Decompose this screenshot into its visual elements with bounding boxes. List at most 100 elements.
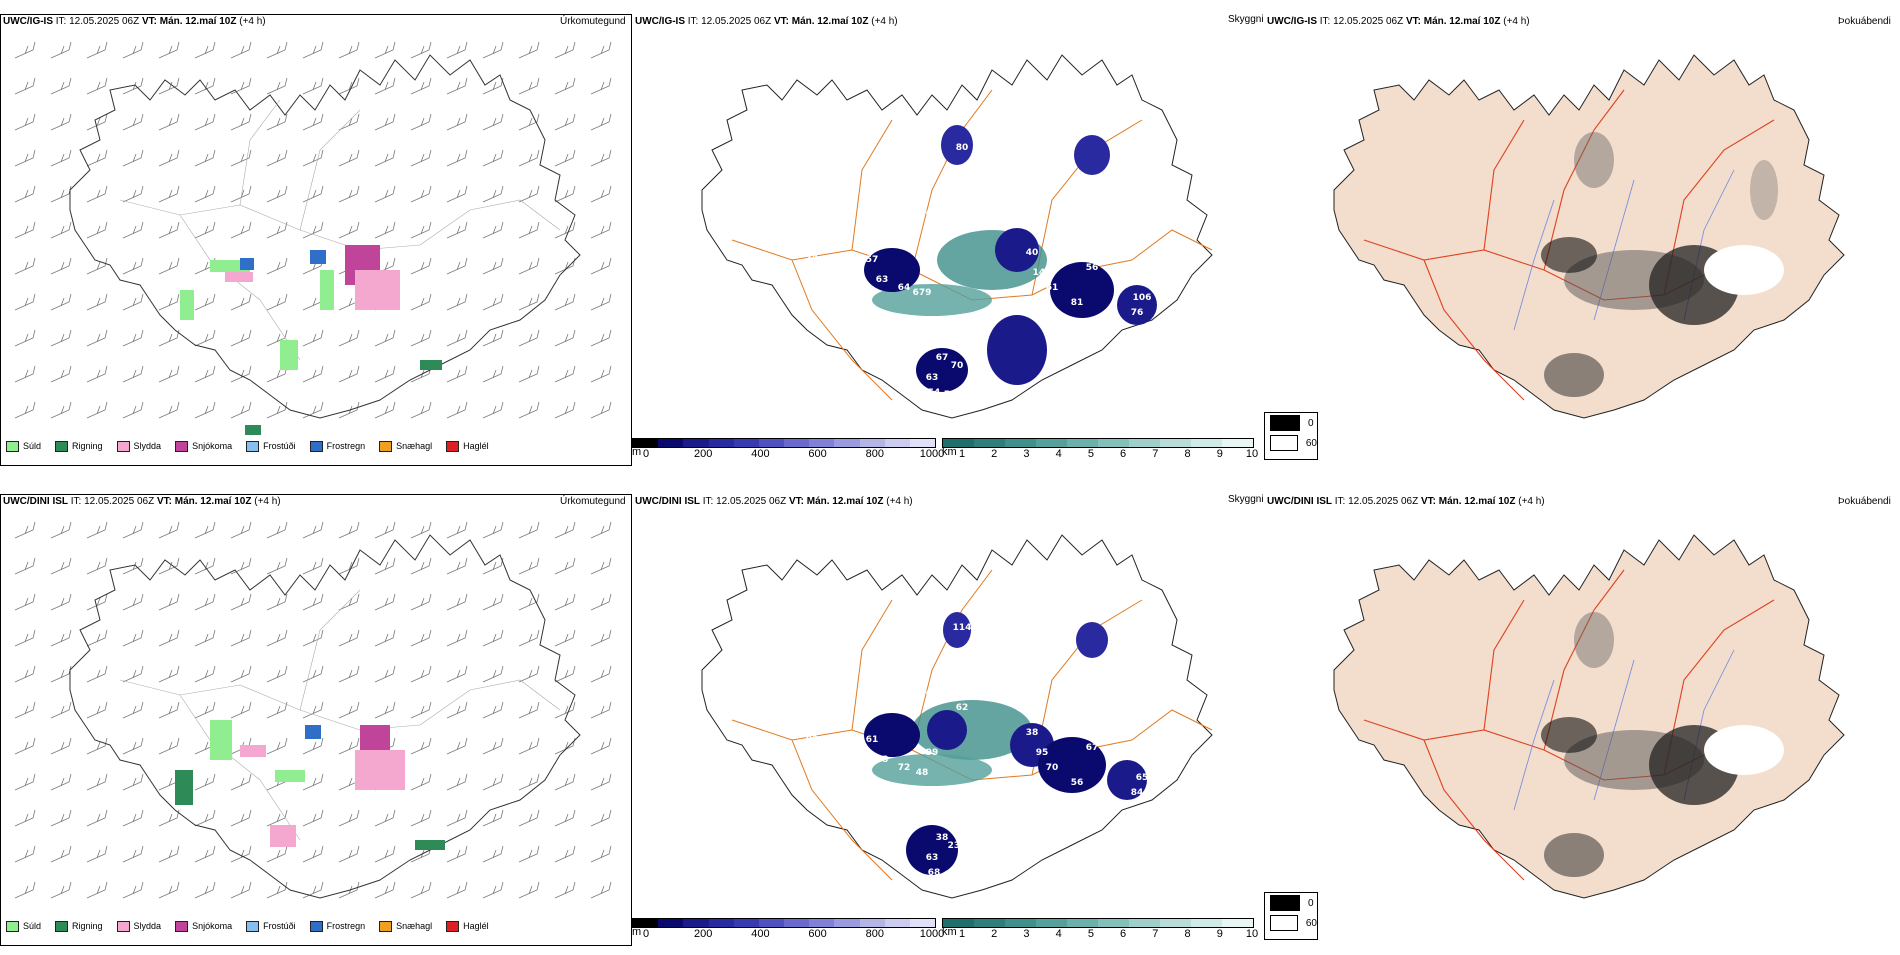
wind-barb [122,113,144,131]
valid-time: VT: Mán. 12.maí 10Z [773,16,869,27]
scale-tick-label: 200 [694,928,713,940]
precip-type-panel: UWC/DINI ISL IT: 12.05.2025 06Z VT: Mán.… [0,480,632,950]
wind-barb [338,845,360,863]
scale-tick-label: 0 [642,928,650,940]
wind-barb [50,521,72,539]
wind-barb [50,77,72,95]
wind-barb [158,557,180,575]
low-cloud-area [943,612,971,648]
iceland-outline [1333,54,1845,419]
wind-barb [446,773,468,791]
visibility-value-label: 114 [953,623,972,633]
panel-header: UWC/IG-IS IT: 12.05.2025 06Z VT: Mán. 12… [635,16,898,27]
wind-barb [230,77,252,95]
wind-barb [86,557,108,575]
scale-swatch [943,919,974,927]
wind-barb [266,557,288,575]
wind-barb [518,293,540,311]
wind-barb [194,113,216,131]
wind-barb [374,401,396,419]
wind-barb [446,809,468,827]
wind-barb [338,593,360,611]
wind-barb [590,113,612,131]
drizzle-area [180,290,194,320]
wind-barb [86,737,108,755]
wind-barb [302,737,324,755]
scale-swatch [1160,919,1191,927]
legend-swatch [246,440,260,452]
visibility-value-label: 63 [926,373,939,383]
wind-barb [518,665,540,683]
scale-swatch [1005,919,1036,927]
legend-label: Frostúði [263,441,296,451]
rain-area [245,425,261,435]
legend-swatch [175,440,189,452]
legend-item: Haglél [446,918,489,934]
wind-barb [50,629,72,647]
height-scale-bar [632,438,936,448]
fog-legend-row: 60 [1270,913,1317,933]
wind-barb [122,41,144,59]
fog-panel: UWC/IG-IS IT: 12.05.2025 06Z VT: Mán. 12… [1264,0,1900,470]
wind-barb [50,113,72,131]
scale-swatch [884,439,910,447]
wind-barb [158,77,180,95]
scale-tick-label: 7 [1152,448,1159,460]
valid-time: VT: Mán. 12.maí 10Z [156,496,252,507]
wind-barb [482,41,504,59]
visibility-value-label: 61 [866,735,879,745]
fog-map [1333,54,1845,419]
visibility-value-label: 24 [806,253,819,263]
legend-item: Frostregn [309,918,365,934]
wind-barb [338,185,360,203]
wind-barb [14,737,36,755]
low-cloud-area [1107,760,1147,800]
legend-swatch [55,920,69,932]
wind-barb [518,221,540,239]
wind-barb [50,293,72,311]
wind-barb [446,221,468,239]
scale-swatch [974,439,1005,447]
init-time: IT: 12.05.2025 06Z [70,496,155,507]
wind-barb [518,593,540,611]
lead-time: (+4 h) [254,496,281,507]
visibility-scale-unit: km [942,926,957,938]
wind-barb [374,365,396,383]
wind-barb [338,329,360,347]
wind-barb [230,401,252,419]
wind-barb [374,593,396,611]
panel-header: UWC/DINI ISL IT: 12.05.2025 06Z VT: Mán.… [1267,496,1545,507]
wind-barb [230,149,252,167]
wind-barb [410,701,432,719]
rain-area [415,840,445,850]
legend-label: Haglél [463,441,489,451]
scale-tick-label: 0 [642,448,650,460]
wind-barb [14,113,36,131]
wind-barb [446,665,468,683]
visibility-value-label: 75 [884,143,897,153]
scale-swatch [1222,439,1253,447]
wind-barb [230,845,252,863]
wind-barb [194,41,216,59]
wind-barb [230,809,252,827]
height-scale-ticks: 0 200 400 600 800 1000 [642,448,944,460]
wind-barb [14,329,36,347]
scale-swatch [909,919,936,927]
wind-barb [14,77,36,95]
wind-barb [410,77,432,95]
legend-label: Rigning [72,921,103,931]
wind-barb [122,185,144,203]
height-scale: 0 200 400 600 800 1000 m [632,438,944,460]
wind-barb [482,113,504,131]
fog-legend: 0 60 [1264,412,1318,460]
visibility-value-label: 40 [1026,248,1039,258]
wind-barb [230,365,252,383]
wind-barb [410,113,432,131]
legend-swatch [309,920,323,932]
wind-barb [554,845,576,863]
wind-barb [590,329,612,347]
wind-barb [266,293,288,311]
wind-barb [194,329,216,347]
wind-barb [14,221,36,239]
legend-swatch [379,920,393,932]
